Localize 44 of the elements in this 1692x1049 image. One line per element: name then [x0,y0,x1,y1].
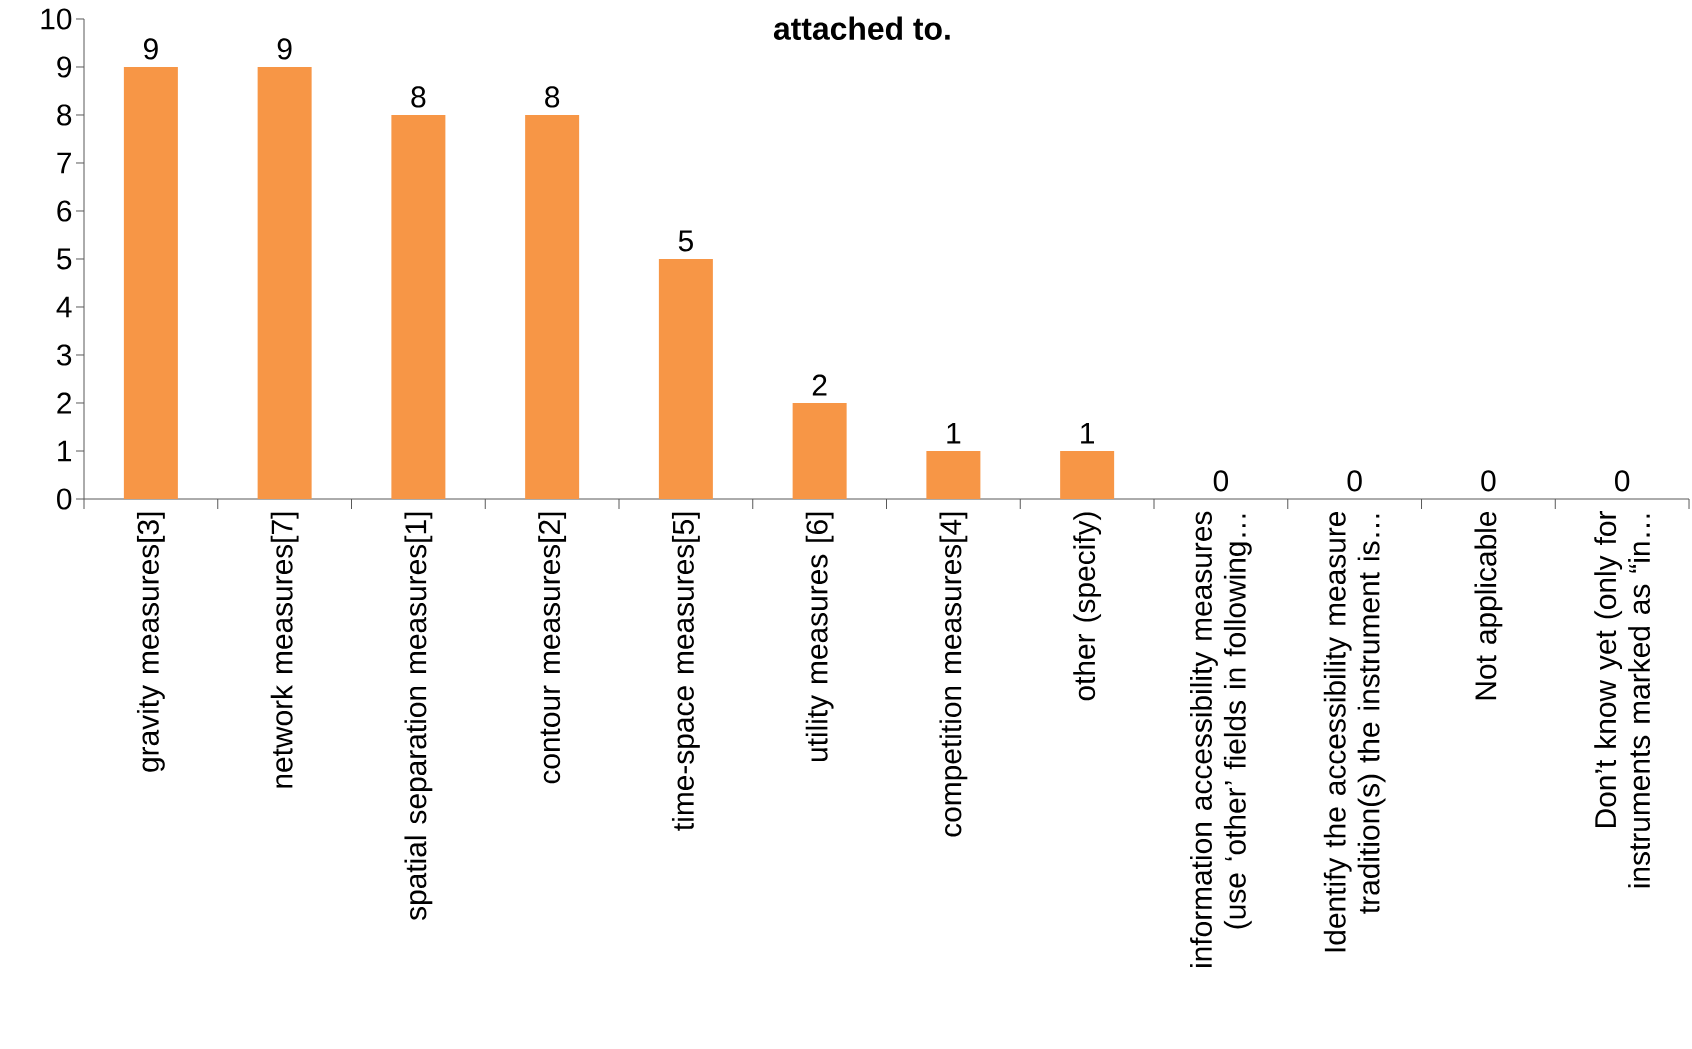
x-tick-label: spatial separation measures[1] [404,512,433,921]
bar [257,66,312,499]
data-label: 1 [1081,422,1094,444]
data-label: 8 [545,86,560,108]
data-label: 0 [1347,470,1362,492]
bar [1060,451,1115,499]
y-tick-label: 5 [57,248,72,270]
y-tick-label: 1 [58,440,72,462]
data-label: 0 [1213,470,1229,492]
data-label: 9 [277,38,292,60]
x-tick-label: gravity measures[3] [136,512,165,772]
x-tick-label: time-space measures[5] [671,512,700,831]
bar [792,403,847,499]
bar [123,66,178,499]
x-tick-label: Don’t know yet (only for instruments marked as “in… [1594,511,1651,888]
x-tick-label: Not applicable [1474,511,1503,700]
y-tick-label: 3 [57,344,72,366]
x-tick-label: competition measures[4] [939,512,968,837]
data-label: 1 [947,422,961,444]
data-label: 0 [1615,470,1630,492]
x-tick-label: network measures[7] [270,512,299,788]
y-tick-label: 10 [41,8,72,30]
y-tick-label: 7 [57,152,71,174]
bar [525,115,580,499]
y-tick-label: 4 [56,296,72,318]
y-tick-label: 8 [57,104,72,126]
bar [926,451,981,499]
chart-title: attached to. [773,16,950,40]
y-tick-label: 2 [57,392,71,414]
data-label: 0 [1481,470,1496,492]
bar [658,259,713,499]
x-tick-label: Identify the accessibility measure tradition(s) the instrument is… [1323,511,1386,952]
x-tick-label: utility measures [6] [805,512,834,762]
x-tick-label: other (specify) [1073,512,1102,701]
x-tick-label: information accessibility measures (use ‘other’ fields in following… [1190,511,1252,967]
x-tick-label: contour measures[2] [538,512,567,784]
y-tick-label: 6 [57,200,72,222]
data-label: 8 [411,86,426,108]
bar [391,115,446,499]
data-label: 5 [678,230,693,252]
data-label: 2 [812,374,827,396]
y-tick-label: 9 [57,56,72,78]
data-label: 9 [143,38,158,60]
y-tick-label: 0 [57,488,72,510]
